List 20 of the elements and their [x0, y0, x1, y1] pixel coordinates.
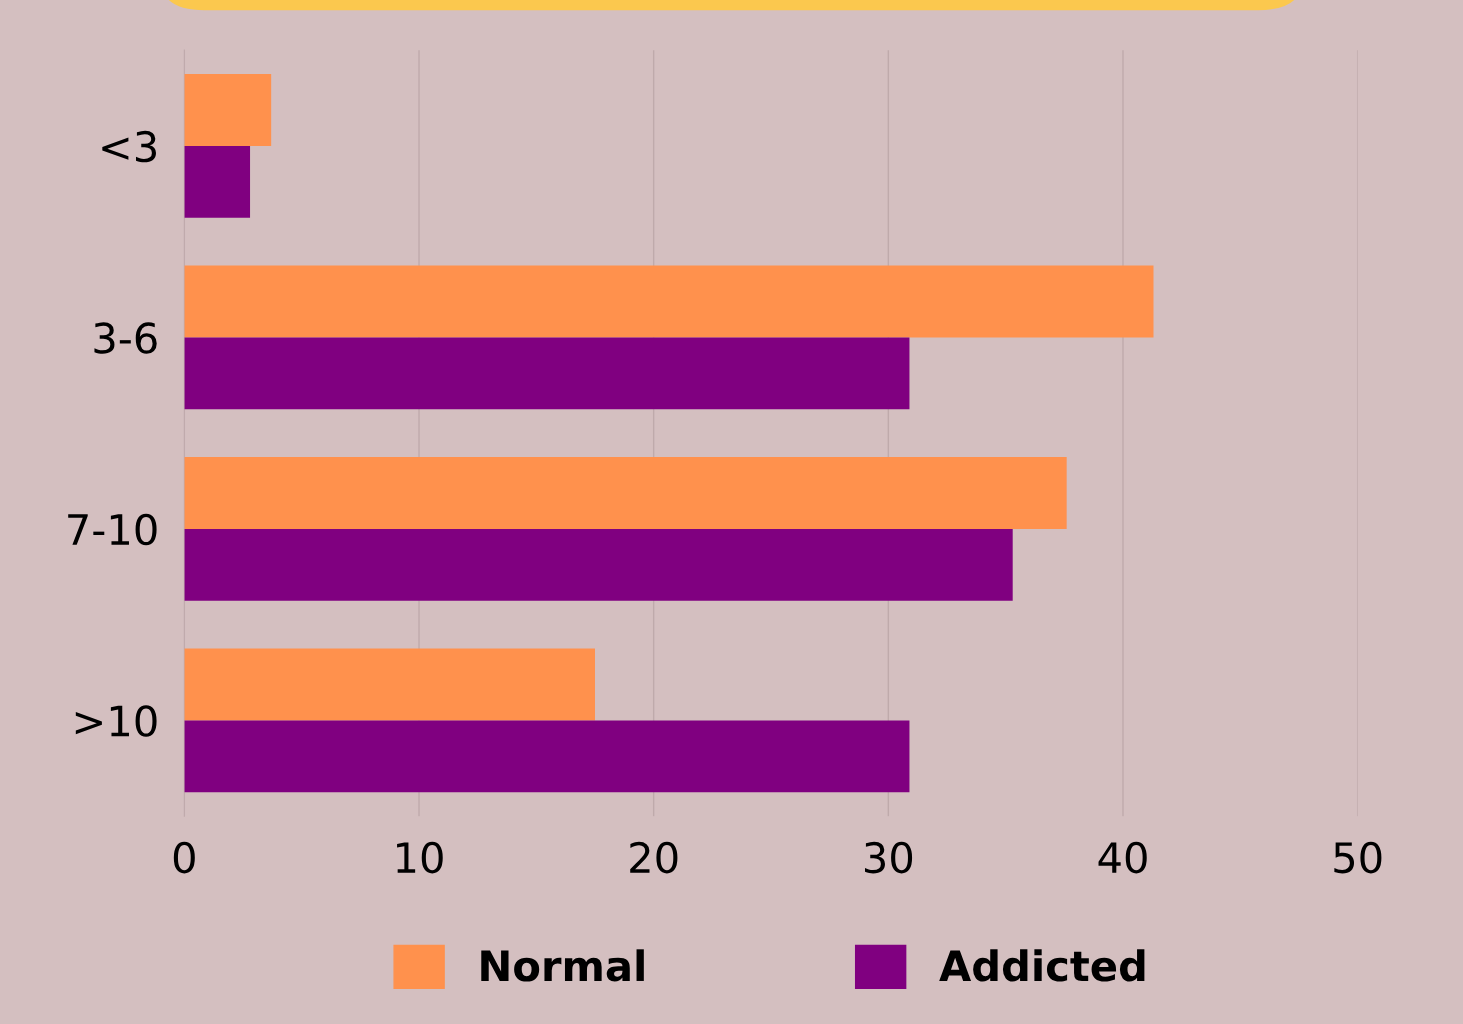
- legend-label: Normal: [481, 949, 644, 982]
- y-tick-label: >10: [75, 705, 157, 737]
- bar: [184, 528, 1013, 601]
- x-tick-label: 20: [630, 841, 678, 874]
- bar: [184, 648, 595, 721]
- x-tick-label: 50: [1334, 841, 1382, 874]
- x-tick-label: 30: [865, 841, 913, 874]
- bar: [184, 265, 1154, 338]
- x-tick-label: 0: [173, 841, 195, 874]
- bar: [184, 145, 251, 218]
- x-tick-label: 40: [1098, 841, 1147, 874]
- bar: [184, 74, 272, 146]
- y-tick-label: 3-6: [94, 322, 157, 354]
- legend-label: Addicted: [939, 949, 1145, 982]
- y-tick-label: <3: [102, 130, 156, 163]
- bar: [184, 337, 910, 410]
- x-tick-label: 10: [397, 841, 443, 874]
- y-tick-label: 7-10: [68, 513, 157, 546]
- bar: [184, 457, 1067, 529]
- bar: [184, 720, 910, 793]
